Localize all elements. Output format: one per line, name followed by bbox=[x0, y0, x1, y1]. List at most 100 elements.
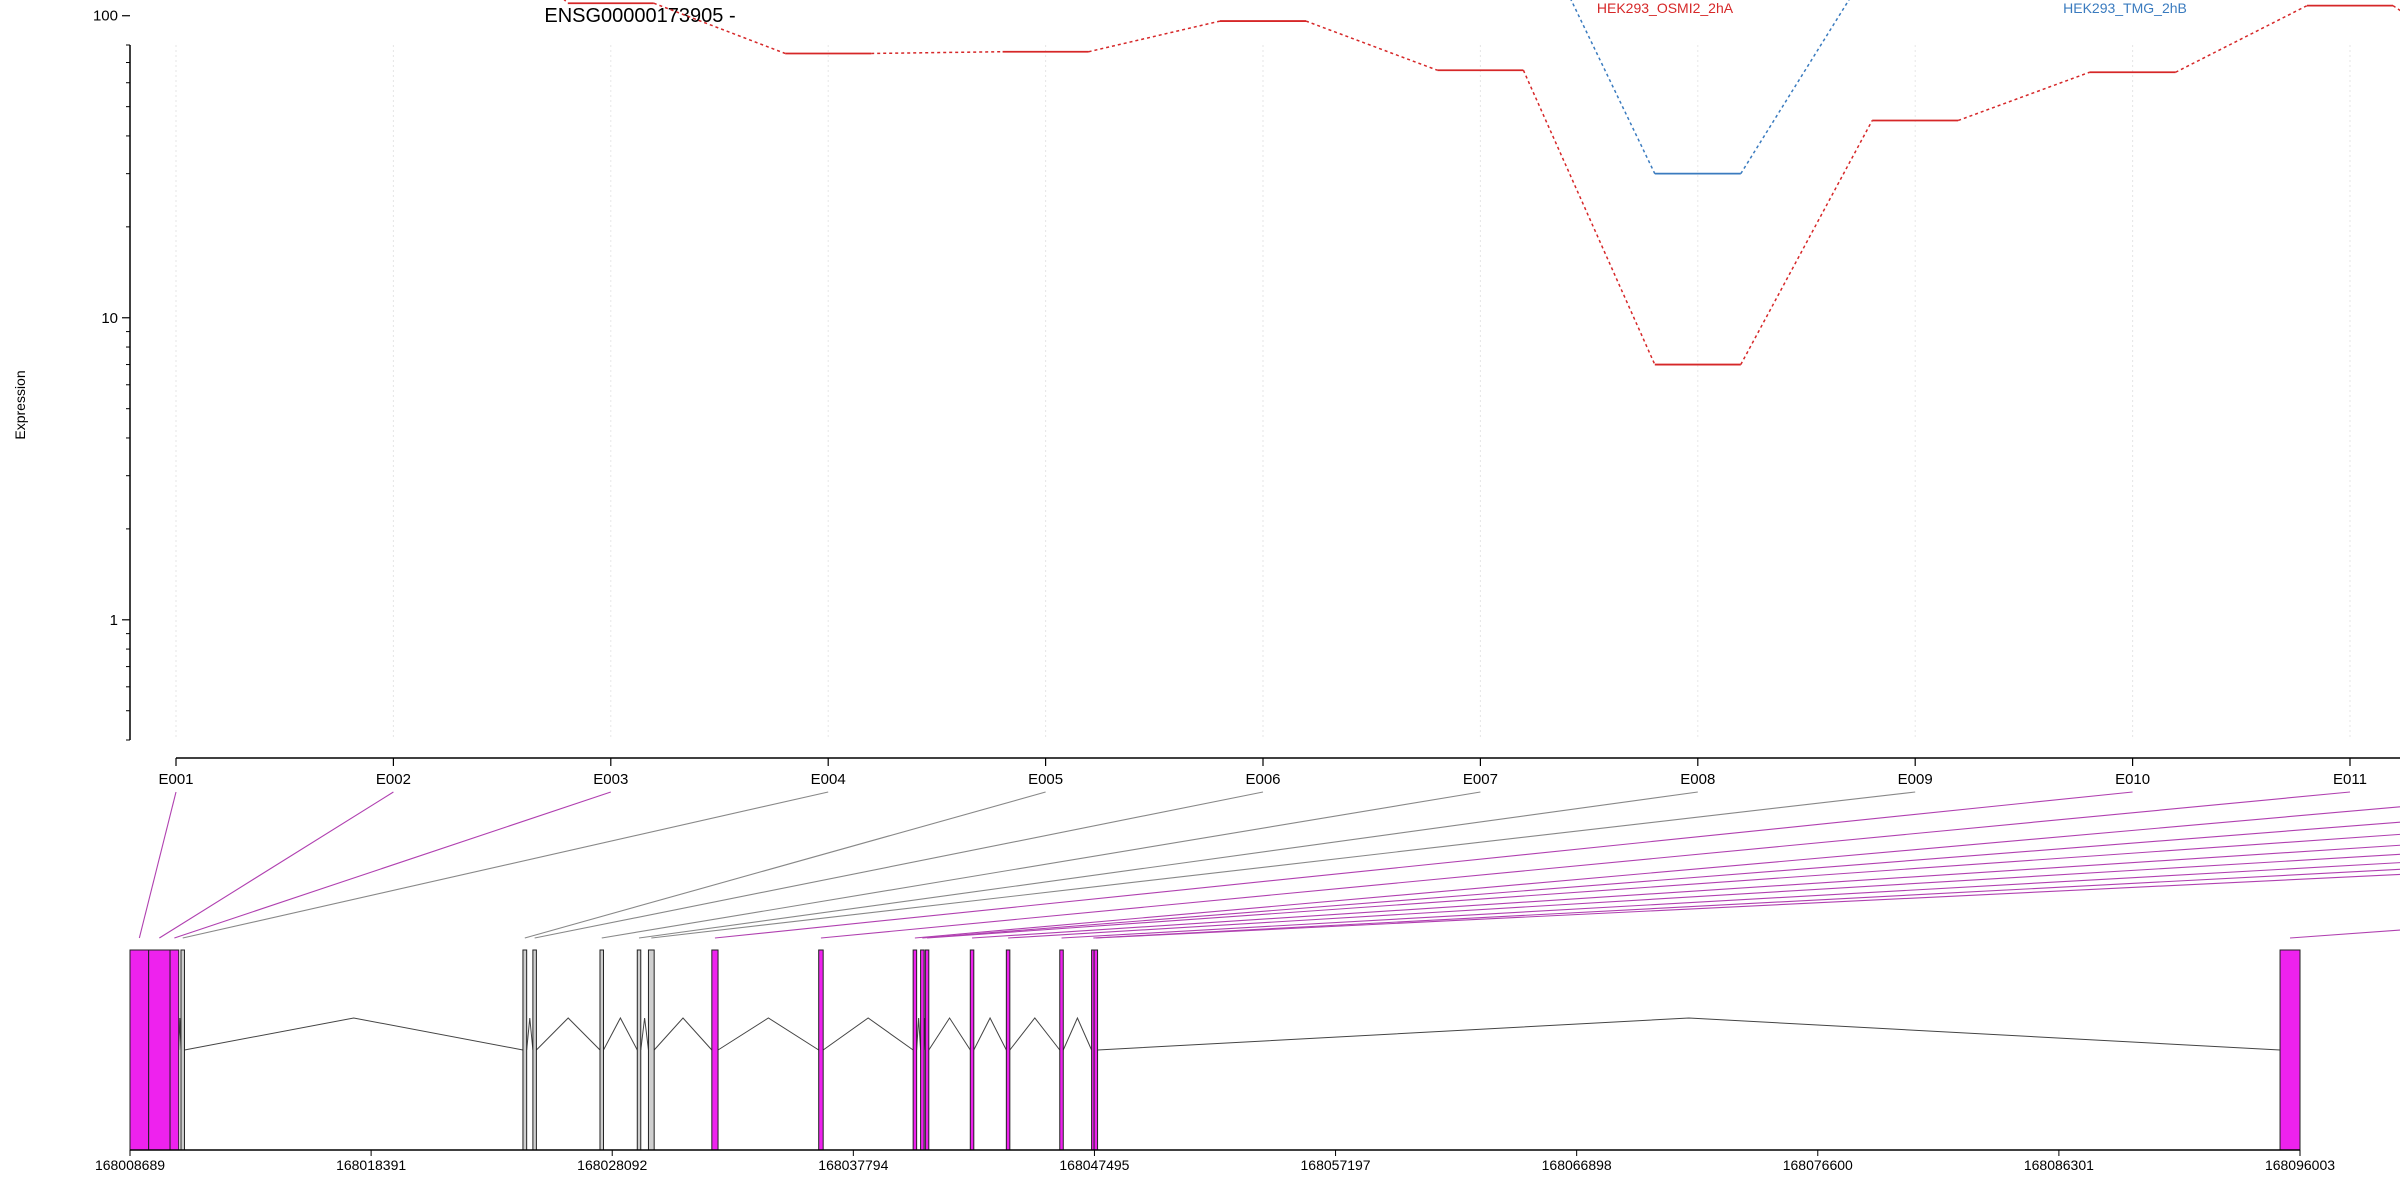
x-tick-label: E007 bbox=[1463, 771, 1498, 788]
intron bbox=[184, 1017, 524, 1051]
x-tick-label: E003 bbox=[593, 771, 628, 788]
y-axis: 1 10 100 bbox=[93, 8, 131, 741]
exon-e013 bbox=[920, 949, 925, 1151]
x-tick-label: E001 bbox=[158, 771, 193, 788]
exon-connector bbox=[1093, 868, 2400, 939]
intron bbox=[717, 1017, 819, 1051]
exon-e012 bbox=[912, 949, 918, 1151]
exon-e001 bbox=[129, 949, 150, 1151]
series-lines bbox=[563, 0, 2400, 366]
y-tick-label: 100 bbox=[93, 8, 118, 25]
genomic-tick-label: 168047495 bbox=[1059, 1157, 1129, 1173]
genomic-tick-label: 168076600 bbox=[1783, 1157, 1853, 1173]
exon-e015 bbox=[969, 949, 975, 1151]
exon-connector bbox=[601, 791, 1481, 939]
legend: HEK293_OSMI2_2hA HEK293_TMG_2hB bbox=[1597, 0, 2187, 16]
exon-connector bbox=[1095, 873, 2400, 939]
exon-connector bbox=[820, 791, 2351, 939]
intron bbox=[1097, 1017, 2281, 1051]
exon-connector bbox=[138, 791, 177, 939]
exon-connector bbox=[927, 833, 2400, 939]
exon-connector bbox=[972, 844, 2400, 939]
x-tick-label: E011 bbox=[2333, 771, 2367, 788]
exon-e003 bbox=[169, 949, 180, 1151]
genomic-tick-label: 168066898 bbox=[1542, 1157, 1612, 1173]
exon-e005 bbox=[522, 949, 528, 1151]
exon-e002 bbox=[148, 949, 171, 1151]
series-line bbox=[563, 0, 2400, 366]
genomic-axis: 168008689 168018391 168028092 168037794 1680… bbox=[95, 1149, 2335, 1173]
x-tick-label: E005 bbox=[1028, 771, 1063, 788]
genomic-tick-label: 168086301 bbox=[2024, 1157, 2094, 1173]
legend-entry: HEK293_OSMI2_2hA bbox=[1597, 0, 1734, 16]
series-connector bbox=[1522, 69, 1656, 365]
exon-connector bbox=[1008, 853, 2400, 939]
genomic-tick-label: 168037794 bbox=[818, 1157, 888, 1173]
series-line bbox=[1570, 0, 1850, 175]
x-tick-label: E010 bbox=[2115, 771, 2150, 788]
exon-connector bbox=[534, 791, 1264, 939]
series-connector bbox=[1088, 20, 1221, 53]
series-connector bbox=[1957, 71, 2090, 122]
series-connector bbox=[2392, 5, 2400, 12]
series-connector bbox=[563, 0, 569, 4]
exon-e016 bbox=[1005, 949, 1011, 1151]
series-connector bbox=[1740, 0, 1850, 175]
exon-e020 bbox=[2279, 949, 2301, 1151]
x-tick-label: E008 bbox=[1680, 771, 1715, 788]
grid-lines bbox=[175, 45, 2351, 738]
y-axis-label: Expression bbox=[12, 370, 28, 439]
intron bbox=[526, 1017, 534, 1051]
legend-entry: HEK293_TMG_2hB bbox=[2063, 0, 2187, 16]
exon-e017 bbox=[1059, 949, 1064, 1151]
exon-e004 bbox=[180, 949, 185, 1151]
exon-e019 bbox=[1093, 949, 1099, 1151]
exon-e009 bbox=[647, 949, 655, 1151]
exon-connector bbox=[914, 806, 2400, 939]
x-tick-label: E006 bbox=[1245, 771, 1280, 788]
exon-connector bbox=[922, 821, 2400, 939]
intron bbox=[536, 1017, 601, 1051]
exon-connector bbox=[159, 791, 394, 939]
chart-title: ENSG00000173905 - bbox=[544, 5, 735, 27]
exon-connector bbox=[638, 791, 1698, 939]
x-tick-label: E002 bbox=[376, 771, 411, 788]
series-connector bbox=[871, 50, 1003, 55]
exon-e014 bbox=[924, 949, 930, 1151]
y-tick-label: 10 bbox=[101, 310, 118, 327]
series-connector bbox=[1570, 0, 1656, 174]
y-tick-label: 1 bbox=[110, 612, 118, 629]
x-tick-label: E009 bbox=[1898, 771, 1933, 788]
exon-e006 bbox=[532, 949, 537, 1151]
intron bbox=[973, 1016, 1007, 1051]
exon-connectors bbox=[138, 791, 2400, 939]
exon-connector bbox=[714, 791, 2133, 939]
series-connector bbox=[2175, 4, 2308, 73]
genomic-tick-label: 168096003 bbox=[2265, 1157, 2335, 1173]
intron bbox=[1009, 1017, 1061, 1051]
intron bbox=[603, 1016, 638, 1051]
exon-e011 bbox=[818, 949, 824, 1151]
exon-connector bbox=[524, 791, 1046, 939]
exon-connector bbox=[651, 791, 1916, 939]
series-connector bbox=[1740, 120, 1873, 365]
genomic-tick-label: 168028092 bbox=[577, 1157, 647, 1173]
exon-e008 bbox=[636, 949, 642, 1151]
intron bbox=[1062, 1016, 1093, 1051]
intron bbox=[928, 1017, 971, 1051]
intron bbox=[916, 1017, 922, 1051]
exon-connector bbox=[174, 791, 611, 939]
intron bbox=[653, 1017, 713, 1051]
genomic-tick-label: 168057197 bbox=[1301, 1157, 1371, 1173]
series-connector bbox=[1305, 20, 1438, 71]
intron bbox=[822, 1017, 914, 1051]
exon-connector bbox=[2289, 929, 2400, 939]
exon-connector bbox=[182, 791, 829, 939]
x-axis: E001 E002 E003 E004 E005 E006 E007 E008 E009 E010… bbox=[158, 757, 2400, 788]
intron bbox=[640, 1017, 649, 1051]
genomic-tick-label: 168008689 bbox=[95, 1157, 165, 1173]
genomic-tick-label: 168018391 bbox=[336, 1157, 406, 1173]
exon-e007 bbox=[599, 949, 604, 1151]
exon-connector bbox=[1061, 862, 2400, 939]
